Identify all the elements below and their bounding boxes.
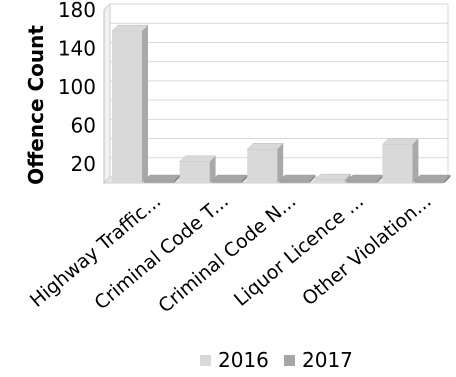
y-tick-label: 180 <box>58 0 96 22</box>
bar-2017-2 <box>278 174 316 183</box>
legend-swatch <box>284 355 295 366</box>
y-tick-label: 100 <box>58 75 96 99</box>
y-tick-label: 140 <box>58 36 96 60</box>
bar-2016-1 <box>178 155 217 183</box>
y-tick-labels: 20 60 100 140 180 <box>58 0 96 176</box>
category-label: Other Violation... <box>298 190 435 310</box>
bar-2016-4 <box>381 138 420 183</box>
grid-lines <box>103 3 449 184</box>
bar-2017-4 <box>413 174 452 183</box>
bar-2016-3 <box>314 173 352 183</box>
legend-item-2016: 2016 <box>200 348 269 372</box>
y-tick-label: 60 <box>71 113 96 137</box>
bar-2017-1 <box>210 174 249 183</box>
y-axis-label: Offence Count <box>24 25 48 185</box>
legend: 2016 2017 <box>200 348 353 372</box>
bar-2016-0 <box>111 24 149 184</box>
bar-2017-3 <box>346 174 384 183</box>
bar-2016-2 <box>246 143 284 183</box>
legend-label: 2017 <box>302 348 353 372</box>
left-wall <box>103 2 111 185</box>
legend-item-2017: 2017 <box>284 348 353 372</box>
legend-label: 2016 <box>218 348 269 372</box>
bar-2017-0 <box>143 174 181 183</box>
legend-swatch <box>200 355 211 366</box>
y-tick-label: 20 <box>71 152 96 176</box>
category-labels: Highway Traffic...Criminal Code T...Crim… <box>26 190 436 318</box>
bars <box>111 24 452 184</box>
